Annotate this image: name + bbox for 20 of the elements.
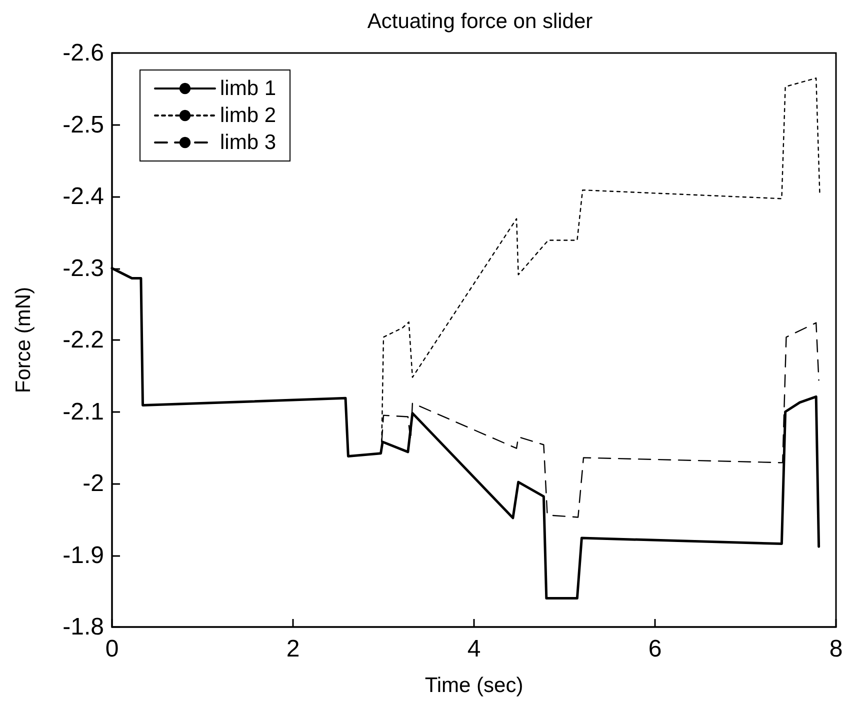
x-tick-label: 6 [648, 636, 662, 662]
x-tick-label: 2 [286, 636, 300, 662]
y-tick-label: -2 [82, 470, 104, 497]
y-tick-label: -2.1 [62, 398, 104, 426]
x-axis-title: Time (sec) [424, 674, 524, 697]
y-tick-label: -2.4 [62, 183, 104, 210]
x-tick-label: 4 [467, 636, 481, 662]
x-tick-label: 0 [105, 636, 119, 662]
y-tick-label: -2.2 [62, 326, 104, 354]
legend-label: limb 1 [220, 77, 276, 100]
y-tick-label: -2.5 [62, 111, 104, 138]
y-tick-label: -2.3 [62, 254, 104, 282]
chart-title: Actuating force on slider [367, 10, 593, 33]
legend-label: limb 2 [220, 104, 276, 127]
y-tick-label: -2.6 [62, 40, 104, 66]
y-tick-label: -1.9 [62, 542, 104, 569]
y-axis-title: Force (mN) [12, 286, 35, 394]
legend-label: limb 3 [220, 131, 276, 154]
y-tick-label: -1.8 [62, 614, 104, 640]
x-tick-label: 8 [829, 636, 843, 662]
